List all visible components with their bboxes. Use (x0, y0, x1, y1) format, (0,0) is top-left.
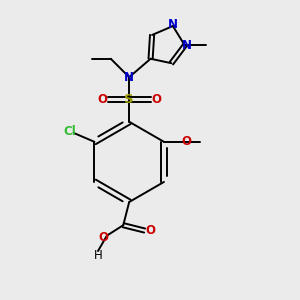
Text: O: O (98, 93, 107, 106)
Text: Cl: Cl (64, 125, 76, 138)
Text: N: N (124, 71, 134, 84)
Text: N: N (182, 39, 192, 52)
Text: O: O (151, 93, 161, 106)
Text: O: O (145, 224, 155, 237)
Text: N: N (168, 18, 178, 31)
Text: O: O (98, 231, 108, 244)
Text: S: S (124, 93, 134, 106)
Text: O: O (181, 135, 191, 148)
Text: H: H (94, 249, 102, 262)
